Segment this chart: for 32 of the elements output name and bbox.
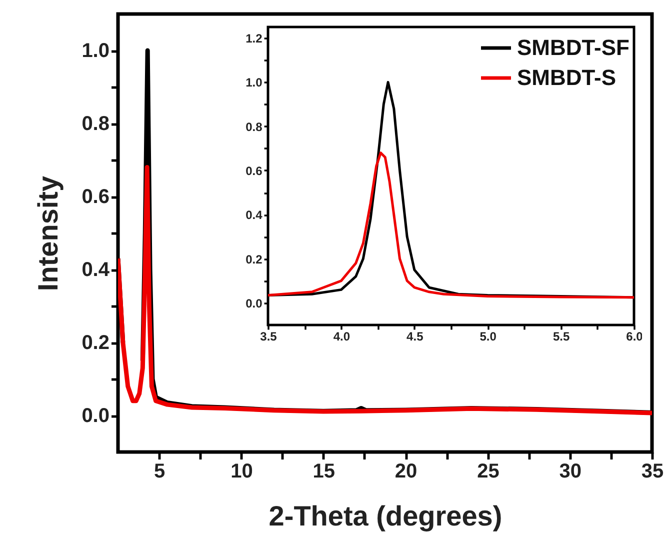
y-tick-label: 0.6 <box>246 164 263 178</box>
y-tick-label: 0.8 <box>246 120 263 134</box>
y-tick-label: 1.0 <box>246 76 263 90</box>
y-tick-label: 0.6 <box>82 186 110 208</box>
y-tick-label: 0.4 <box>82 259 110 281</box>
x-tick-label: 4.5 <box>406 330 424 344</box>
y-tick-label: 1.2 <box>246 32 263 46</box>
y-tick-label: 0.4 <box>246 208 263 222</box>
x-tick-label: 10 <box>230 460 253 482</box>
x-tick-label: 25 <box>477 460 500 482</box>
x-tick-label: 5.5 <box>552 330 570 344</box>
y-tick-label: 0.0 <box>246 296 263 310</box>
x-tick-label: 4.0 <box>333 330 350 344</box>
x-tick-label: 3.5 <box>260 330 278 344</box>
y-tick-label: 1.0 <box>82 40 110 62</box>
x-tick-label: 35 <box>641 460 664 482</box>
y-tick-label: 0.2 <box>82 332 110 354</box>
y-tick-label: 0.0 <box>82 405 110 427</box>
x-tick-label: 5 <box>154 460 166 482</box>
x-tick-label: 5.0 <box>480 330 497 344</box>
y-axis-title: Intensity <box>32 176 64 292</box>
line-series <box>268 152 634 299</box>
x-tick-label: 6.0 <box>626 330 644 344</box>
line-series <box>118 165 652 416</box>
x-tick-label: 30 <box>559 460 582 482</box>
x-axis-title: 2-Theta (degrees) <box>268 500 502 532</box>
legend-label: SMBDT-S <box>517 65 616 90</box>
x-tick-label: 20 <box>394 460 418 482</box>
x-tick-label: 15 <box>312 460 336 482</box>
legend-label: SMBDT-SF <box>517 35 630 60</box>
y-tick-label: 0.8 <box>82 113 110 135</box>
y-tick-label: 0.2 <box>246 252 263 266</box>
